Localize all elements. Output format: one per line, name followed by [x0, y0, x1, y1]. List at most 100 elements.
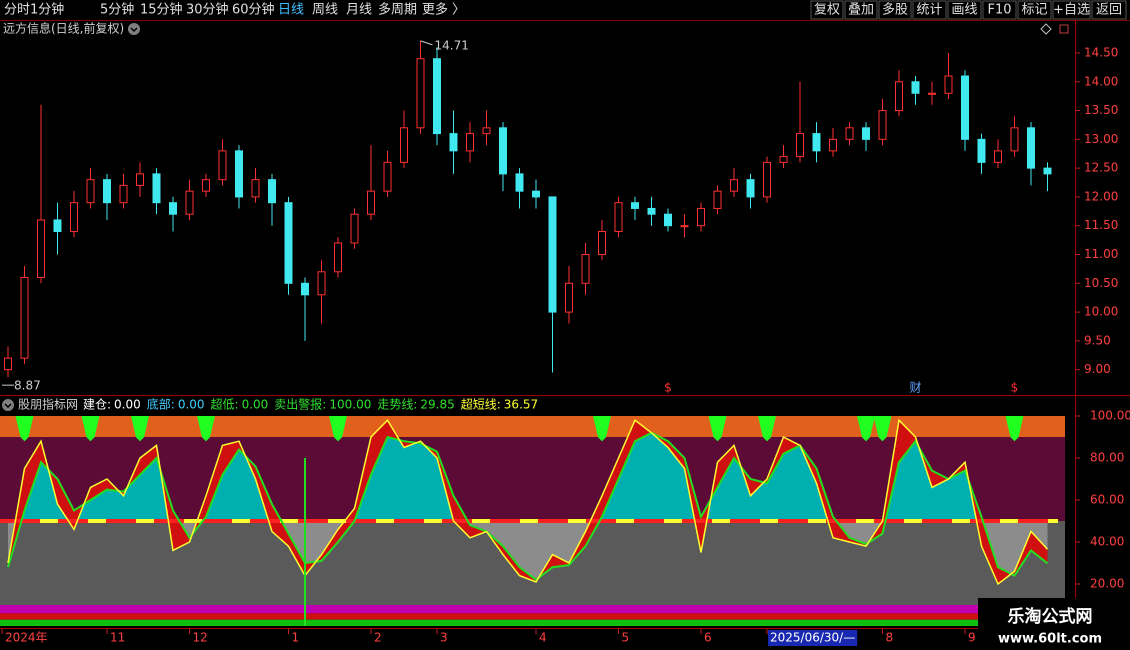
- candle-body: [763, 161, 771, 198]
- candle-body: [581, 254, 590, 284]
- y-tick-label: 9.00: [1084, 362, 1111, 376]
- toolbar-button[interactable]: 标记: [1021, 3, 1047, 18]
- diamond-icon[interactable]: [1040, 23, 1052, 35]
- readout-value: 0.00: [242, 398, 269, 412]
- x-tick-label: 2024年: [5, 631, 48, 645]
- toolbar-button[interactable]: 复权: [814, 2, 840, 18]
- candle-body: [251, 179, 260, 198]
- window-icon[interactable]: [1059, 24, 1069, 34]
- y-tick-label: 12.00: [1084, 189, 1118, 203]
- x-tick-label: 5: [622, 631, 630, 645]
- zone: [0, 619, 1065, 626]
- toolbar-tab[interactable]: 月线: [346, 3, 372, 18]
- y-tick-label: 14.50: [1084, 45, 1118, 59]
- candle-body: [482, 127, 491, 135]
- candle-body: [119, 184, 128, 204]
- signal: [708, 416, 727, 442]
- toolbar-tab[interactable]: 15分钟: [140, 2, 183, 18]
- short-line: [7, 418, 1049, 586]
- chart-title: 远方信息(日线,前复权): [3, 21, 124, 36]
- candle-body: [532, 190, 540, 198]
- axes: 14.50 14.00 13.50 13.00 12.50 12.00 11.50 11.00…: [1, 45, 1130, 646]
- toolbar-button-frame[interactable]: [844, 0, 878, 20]
- toolbar-tab[interactable]: 更多 〉: [422, 2, 465, 18]
- readout-value: 0.00: [114, 398, 141, 412]
- candle-body: [680, 225, 689, 228]
- toolbar-button-frame[interactable]: [810, 0, 844, 20]
- y-tick-label: 13.00: [1084, 132, 1118, 146]
- toolbar-button[interactable]: 叠加: [848, 3, 874, 18]
- x-cursor-box: [768, 630, 858, 646]
- candle-body: [730, 179, 738, 192]
- toolbar-button-frame[interactable]: [1017, 0, 1052, 20]
- y-tick-label: 10.00: [1084, 305, 1118, 319]
- candle-body: [350, 213, 359, 244]
- candle-body: [169, 202, 177, 215]
- candle-body: [268, 179, 276, 204]
- x-tick-label: 3: [440, 631, 448, 645]
- candle-body: [235, 150, 243, 198]
- candle-body: [779, 156, 788, 163]
- candle-body: [895, 81, 903, 112]
- toolbar-tab[interactable]: 1分钟: [30, 2, 64, 18]
- toolbar-button[interactable]: 统计: [916, 3, 942, 18]
- zone: [0, 613, 1065, 620]
- toolbar-button[interactable]: 画线: [951, 3, 977, 18]
- candle-body: [961, 75, 969, 140]
- candle-body: [944, 75, 953, 94]
- toolbar-button[interactable]: 返回: [1096, 3, 1122, 18]
- toolbar-button-frame[interactable]: [947, 0, 982, 20]
- toolbar-tab[interactable]: 30分钟: [186, 2, 229, 18]
- candle-body: [911, 81, 920, 94]
- candle-body: [70, 202, 78, 232]
- toolbar-tab[interactable]: 日线: [278, 3, 304, 18]
- toolbar-button-frame[interactable]: [982, 0, 1017, 20]
- readout-name: 卖出警报:: [274, 397, 326, 412]
- toolbar-tab[interactable]: 5分钟: [100, 2, 134, 18]
- signal: [197, 416, 215, 442]
- toolbar-tab[interactable]: 周线: [312, 3, 338, 18]
- event-marker[interactable]: 财: [909, 381, 921, 395]
- dropdown-icon[interactable]: [128, 23, 140, 35]
- x-tick-label: 9: [968, 631, 976, 645]
- readout-value: 36.57: [504, 398, 538, 412]
- y-tick-label: 100.00: [1090, 409, 1130, 423]
- toolbar-button[interactable]: 多股: [882, 2, 908, 18]
- x-tick-label: 1: [292, 631, 300, 645]
- toolbar-button[interactable]: +自选: [1053, 3, 1090, 18]
- toolbar-tab[interactable]: 分时: [4, 3, 30, 18]
- x-tick-label: 8: [886, 631, 894, 645]
- readout-name: 底部:: [147, 397, 175, 412]
- candle-body: [218, 150, 227, 181]
- watermark: 乐淘公式网 www.60lt.com: [978, 598, 1130, 650]
- toolbar-button-frame[interactable]: [1052, 0, 1091, 20]
- zone: [0, 416, 1065, 437]
- event-marker[interactable]: $: [1011, 381, 1019, 395]
- toolbar-button-frame[interactable]: [912, 0, 947, 20]
- y-tick-label: 11.50: [1084, 218, 1118, 232]
- event-marker[interactable]: $: [664, 381, 672, 395]
- indicator-title-bar: 股朋指标网: [2, 397, 78, 412]
- readout-name: 超短线:: [461, 397, 501, 412]
- annotation-arrow: [420, 40, 433, 46]
- dropdown-icon[interactable]: [2, 399, 14, 411]
- candle-body: [878, 110, 887, 140]
- candle-body: [433, 58, 441, 135]
- toolbar-button-frame[interactable]: [878, 0, 912, 20]
- toolbar-button[interactable]: F10: [987, 3, 1011, 18]
- toolbar-tab[interactable]: 60分钟: [232, 2, 275, 18]
- dropdown-chevron: [130, 27, 138, 33]
- y-tick-label: 60.00: [1090, 493, 1124, 507]
- toolbar-tab[interactable]: 多周期: [378, 2, 417, 18]
- trend-area-low: [8, 521, 1048, 580]
- candle-body: [515, 173, 524, 192]
- toolbar-button-frame[interactable]: [1091, 0, 1127, 20]
- candle-body: [499, 127, 507, 175]
- readout-name: 走势线:: [377, 398, 417, 412]
- candle-body: [994, 150, 1002, 163]
- signal: [329, 416, 347, 442]
- candle-body: [367, 190, 375, 215]
- candle-body: [614, 202, 623, 232]
- dropdown-chevron: [4, 403, 12, 409]
